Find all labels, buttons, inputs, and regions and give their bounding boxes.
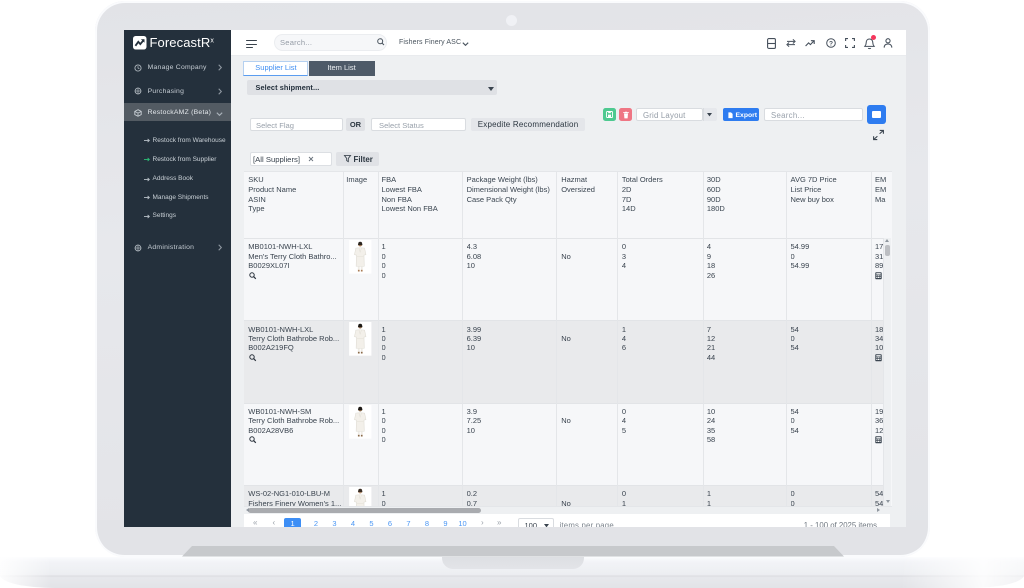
svg-text:?: ?: [828, 40, 832, 47]
